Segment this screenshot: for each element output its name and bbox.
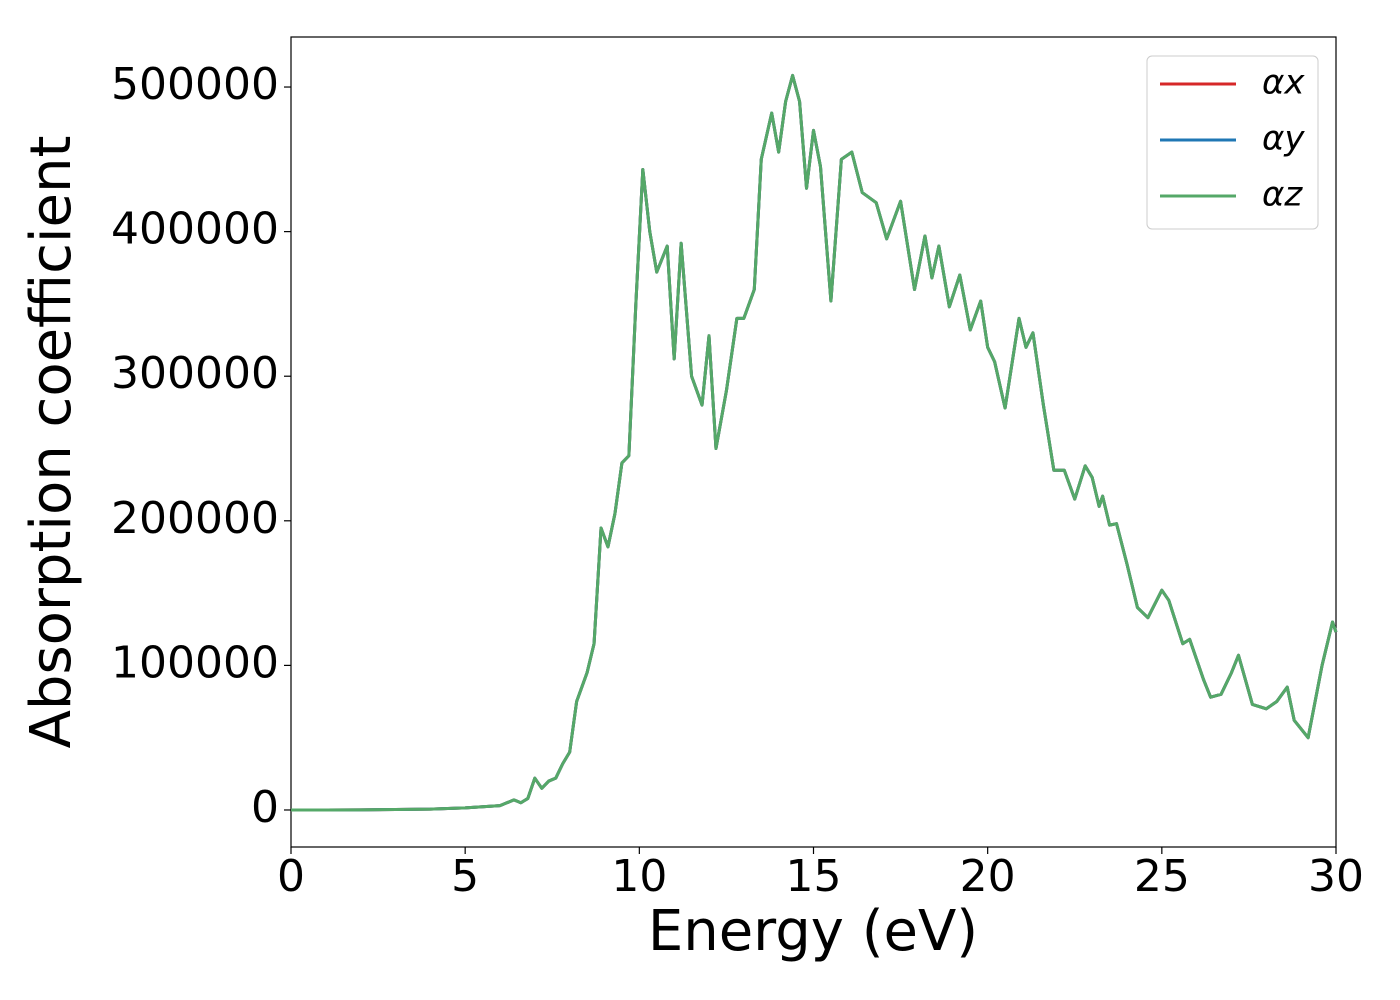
- y-tick-label: 100000: [111, 637, 279, 688]
- y-tick-label: 0: [251, 782, 279, 833]
- legend-label: αy: [1262, 119, 1305, 159]
- x-tick-label: 20: [960, 851, 1016, 902]
- y-axis-label: Absorption coefficient: [19, 136, 84, 749]
- x-axis-label: Energy (eV): [648, 899, 978, 964]
- data-line: [291, 73, 1338, 812]
- y-tick-label: 300000: [111, 348, 279, 399]
- x-tick-label: 10: [611, 851, 667, 902]
- y-tick-label: 200000: [111, 493, 279, 544]
- x-tick-label: 30: [1308, 851, 1364, 902]
- legend-box: [1146, 55, 1319, 230]
- y-tick-label: 500000: [111, 59, 279, 110]
- x-tick-label: 15: [786, 851, 842, 902]
- x-tick-label: 0: [277, 851, 305, 902]
- x-tick-label: 5: [451, 851, 479, 902]
- legend-label: αx: [1262, 63, 1305, 103]
- x-tick-label: 25: [1134, 851, 1190, 902]
- y-tick-label: 400000: [111, 204, 279, 255]
- legend-label: αz: [1262, 175, 1303, 215]
